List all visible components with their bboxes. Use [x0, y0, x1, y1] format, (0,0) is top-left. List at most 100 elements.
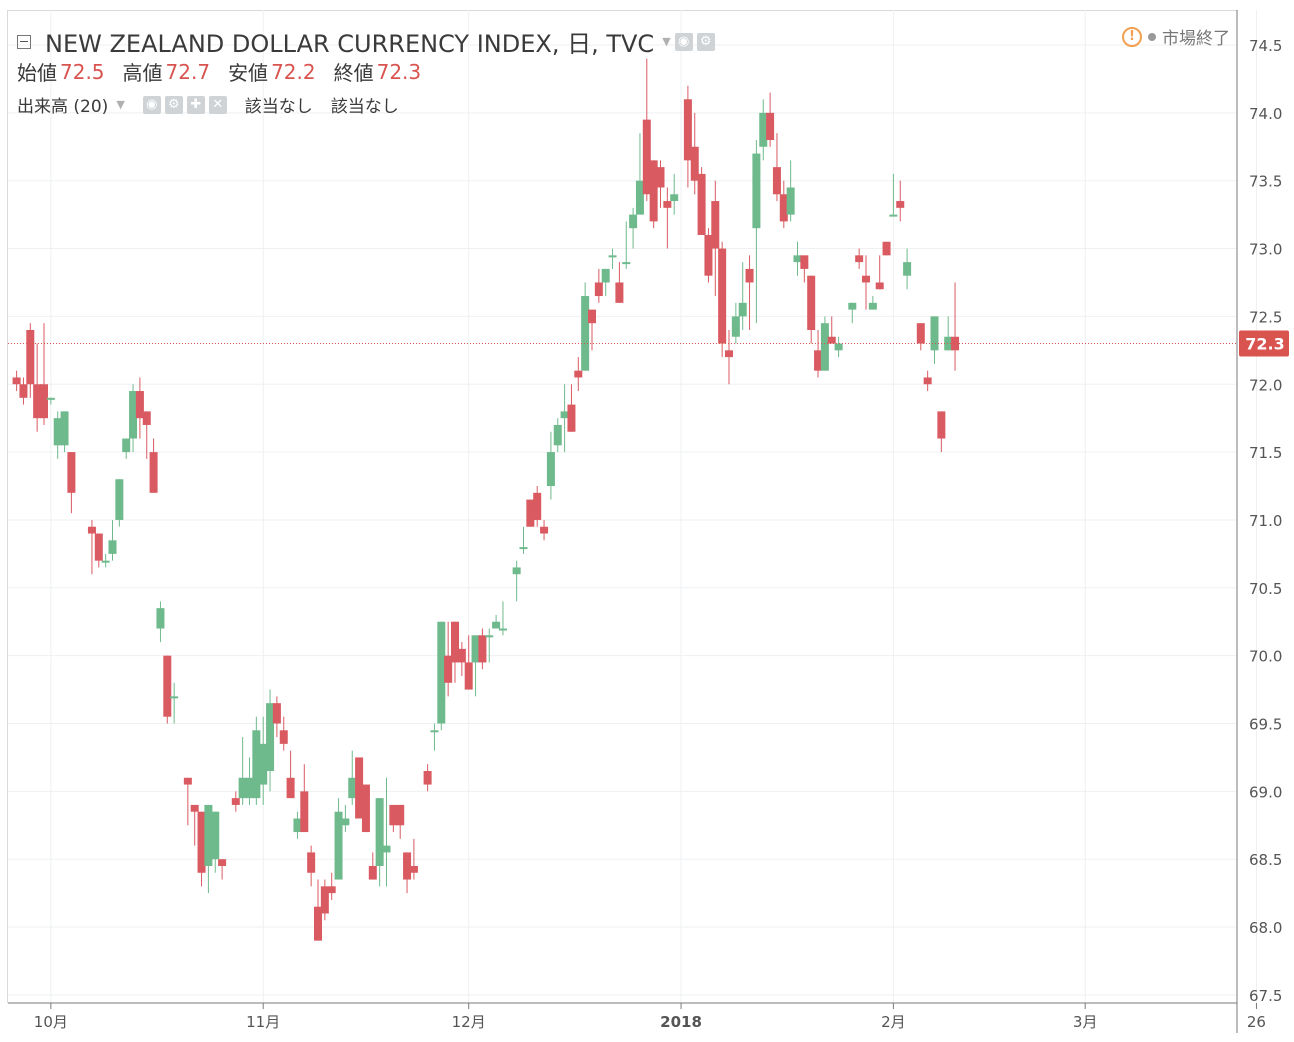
candle: [752, 139, 761, 324]
candle-body: [375, 798, 384, 866]
candle: [670, 173, 679, 215]
candle-body: [820, 323, 829, 371]
low-value: 72.2: [271, 59, 316, 84]
candle-body: [245, 777, 254, 799]
symbol-title[interactable]: NEW ZEALAND DOLLAR CURRENCY INDEX, 日, TV…: [45, 30, 655, 58]
x-tick-label: 26: [1247, 1013, 1266, 1031]
candle: [793, 241, 802, 276]
collapse-legend-button[interactable]: [17, 34, 31, 49]
candle-body: [896, 201, 905, 208]
candle: [238, 737, 247, 805]
candle: [656, 160, 665, 208]
candle: [930, 316, 939, 364]
y-tick-label: 74.5: [1249, 37, 1282, 55]
candle: [944, 316, 953, 351]
candle-body: [272, 703, 281, 724]
candle: [711, 180, 720, 297]
add-icon[interactable]: ✚: [186, 95, 205, 114]
close-icon[interactable]: ✕: [208, 95, 227, 114]
candle: [204, 804, 213, 894]
candle: [601, 268, 610, 297]
candle-body: [430, 730, 439, 733]
y-tick-label: 72.5: [1249, 308, 1282, 326]
candle: [471, 635, 480, 697]
candle-body: [259, 743, 268, 785]
time-axis: 10月 11月 12月 2018 2月 3月 26: [8, 1002, 1266, 1031]
candle: [807, 275, 816, 344]
candle: [540, 519, 549, 541]
candle: [903, 248, 912, 290]
chevron-down-icon[interactable]: ▼: [662, 35, 671, 48]
candle-body: [204, 804, 213, 866]
candle: [868, 296, 877, 310]
candle-body: [122, 438, 131, 453]
candle-body: [286, 777, 295, 799]
candle: [135, 377, 144, 439]
candle: [197, 811, 206, 887]
candle-body: [170, 696, 179, 699]
alert-icon[interactable]: !: [1122, 26, 1142, 47]
candle-body: [163, 655, 172, 717]
candle-body: [814, 350, 823, 371]
candle: [937, 411, 946, 453]
volume-label[interactable]: 出来高 (20): [17, 97, 109, 117]
candle-body: [60, 411, 69, 446]
candle: [608, 248, 617, 269]
candle-body: [615, 282, 624, 303]
candle-body: [519, 547, 528, 550]
candle-body: [951, 336, 960, 351]
candle-body: [635, 180, 644, 215]
candle: [615, 262, 624, 303]
candle: [26, 323, 35, 398]
candle: [341, 804, 350, 833]
candle-body: [396, 804, 405, 826]
candle-body: [711, 201, 720, 249]
candle-body: [725, 350, 733, 358]
candle: [553, 418, 562, 453]
candle-body: [889, 214, 898, 217]
candle: [882, 241, 891, 256]
candle: [478, 628, 487, 670]
candle: [457, 642, 466, 677]
candle: [766, 92, 775, 147]
candle: [464, 635, 473, 690]
candle: [834, 336, 843, 358]
candle-body: [690, 146, 699, 181]
candle: [245, 757, 254, 805]
chevron-down-icon[interactable]: ▼: [116, 98, 125, 111]
ohlc-row: 始値 72.5 高値 72.7 安値 72.2 終値 72.3: [17, 57, 439, 86]
candle: [293, 811, 302, 839]
candle: [272, 696, 281, 738]
candle: [690, 112, 699, 195]
close-value: 72.3: [376, 59, 422, 84]
candle: [156, 601, 165, 643]
candle: [396, 804, 405, 839]
candle-body: [937, 411, 946, 439]
candle-body: [355, 757, 364, 819]
candle: [334, 798, 343, 880]
candle-body: [540, 526, 549, 534]
candle: [889, 173, 898, 217]
candle-body: [629, 214, 638, 229]
market-status-text: 市場終了: [1162, 29, 1230, 49]
candle: [409, 838, 418, 880]
candle: [588, 309, 596, 351]
visibility-eye-icon[interactable]: ◉: [142, 95, 161, 114]
candle-body: [478, 635, 487, 663]
candle-body: [12, 377, 21, 385]
candle-body: [930, 316, 939, 351]
settings-gear-icon[interactable]: ⚙: [696, 32, 715, 51]
candle: [67, 452, 76, 514]
candle-body: [868, 302, 877, 310]
x-tick-label: 12月: [452, 1013, 486, 1031]
candle: [266, 689, 275, 792]
visibility-eye-icon[interactable]: ◉: [674, 32, 693, 51]
candle: [862, 255, 870, 310]
candle: [87, 519, 96, 575]
candle-body: [718, 248, 727, 344]
candle-body: [731, 316, 740, 337]
settings-gear-icon[interactable]: ⚙: [164, 95, 183, 114]
candle-body: [156, 608, 165, 629]
candle-body: [101, 560, 110, 563]
